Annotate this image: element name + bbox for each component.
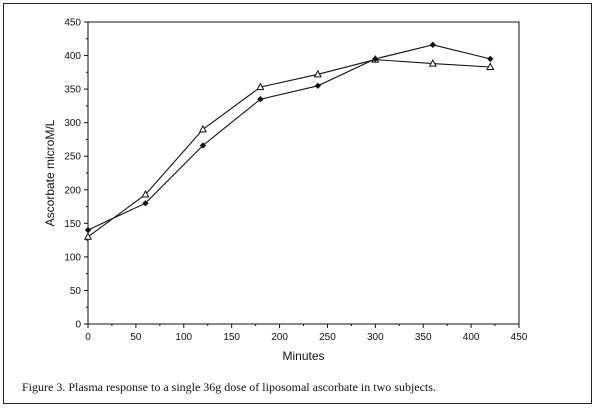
series-1-point xyxy=(141,189,150,198)
y-tick-label: 50 xyxy=(70,286,82,297)
x-tick-label: 200 xyxy=(271,332,288,343)
y-tick-label: 100 xyxy=(64,252,81,263)
x-tick-label: 250 xyxy=(319,332,336,343)
series-2-point xyxy=(199,142,207,149)
series-2-point xyxy=(314,82,322,89)
series-1-point xyxy=(428,59,437,67)
figure-caption: Figure 3. Plasma response to a single 36… xyxy=(22,380,436,394)
x-axis-title: Minutes xyxy=(282,349,324,363)
plot-area-border xyxy=(87,21,520,325)
x-tick-label: 150 xyxy=(223,332,240,343)
series-line-2 xyxy=(87,44,491,231)
x-tick-label: 450 xyxy=(511,332,528,343)
series-2-point xyxy=(372,55,379,63)
figure-frame: 0 50 100 150 200 250 300 350 400 450 0 50 100 150 200 2… xyxy=(3,3,592,404)
x-tick-label: 300 xyxy=(367,332,384,343)
y-axis-title: Ascorbate microM/L xyxy=(43,119,57,226)
y-tick-label: 450 xyxy=(64,18,81,29)
series-1-point xyxy=(486,62,495,70)
series-2-point xyxy=(257,96,264,103)
y-tick-label: 250 xyxy=(64,152,81,163)
series-2-point xyxy=(84,226,92,234)
y-tick-label: 150 xyxy=(64,219,81,230)
series-2-point xyxy=(142,200,149,207)
y-tick-label: 350 xyxy=(64,85,81,96)
y-tick-label: 0 xyxy=(75,320,81,331)
series-1-point xyxy=(198,124,207,133)
x-tick-label: 100 xyxy=(175,332,192,343)
series-2-point xyxy=(429,41,436,48)
y-tick-label: 300 xyxy=(64,118,81,129)
series-2-point xyxy=(487,55,494,63)
series-1-point xyxy=(313,69,322,78)
line-chart: 0 50 100 150 200 250 300 350 400 450 0 50 100 150 200 2… xyxy=(43,18,528,364)
chart-axes: 0 50 100 150 200 250 300 350 400 450 0 50 100 150 200 2… xyxy=(64,18,527,344)
x-tick-label: 50 xyxy=(130,332,142,343)
x-tick-label: 0 xyxy=(85,332,91,343)
series-1-point xyxy=(256,82,265,91)
series-line-1 xyxy=(87,59,491,238)
y-tick-label: 200 xyxy=(64,185,81,196)
series-1-point xyxy=(83,232,93,240)
x-tick-label: 400 xyxy=(463,332,480,343)
y-tick-label: 400 xyxy=(64,51,81,62)
chart-series xyxy=(83,41,495,240)
x-tick-label: 350 xyxy=(415,332,432,343)
